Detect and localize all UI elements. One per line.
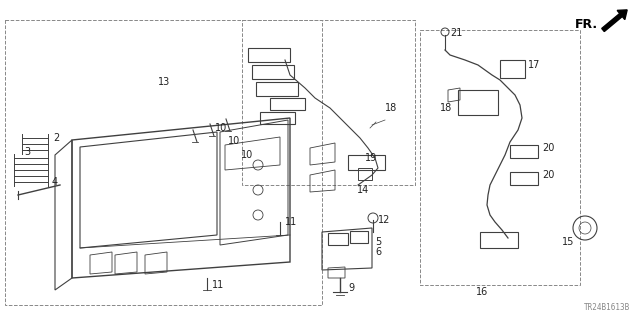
Text: 5: 5 <box>375 237 381 247</box>
Text: 11: 11 <box>285 217 297 227</box>
Text: 17: 17 <box>528 60 540 70</box>
Text: 21: 21 <box>450 28 462 38</box>
Text: TR24B1613B: TR24B1613B <box>584 303 630 312</box>
Text: 20: 20 <box>542 143 554 153</box>
Text: FR.: FR. <box>575 19 598 31</box>
Text: 19: 19 <box>365 153 377 163</box>
Text: 18: 18 <box>440 103 452 113</box>
Text: 6: 6 <box>375 247 381 257</box>
Text: 2: 2 <box>53 133 60 143</box>
Text: 10: 10 <box>228 136 240 146</box>
Text: 20: 20 <box>542 170 554 180</box>
Text: 9: 9 <box>348 283 354 293</box>
Text: 4: 4 <box>52 177 58 187</box>
Text: 10: 10 <box>241 150 253 160</box>
Text: 11: 11 <box>212 280 224 290</box>
Text: 12: 12 <box>378 215 390 225</box>
Text: 16: 16 <box>476 287 488 297</box>
FancyArrow shape <box>602 10 627 32</box>
Text: 14: 14 <box>357 185 369 195</box>
Text: 13: 13 <box>158 77 170 87</box>
Text: 15: 15 <box>562 237 574 247</box>
Text: 3: 3 <box>24 147 30 157</box>
Text: 10: 10 <box>215 123 227 133</box>
Text: 18: 18 <box>385 103 397 113</box>
